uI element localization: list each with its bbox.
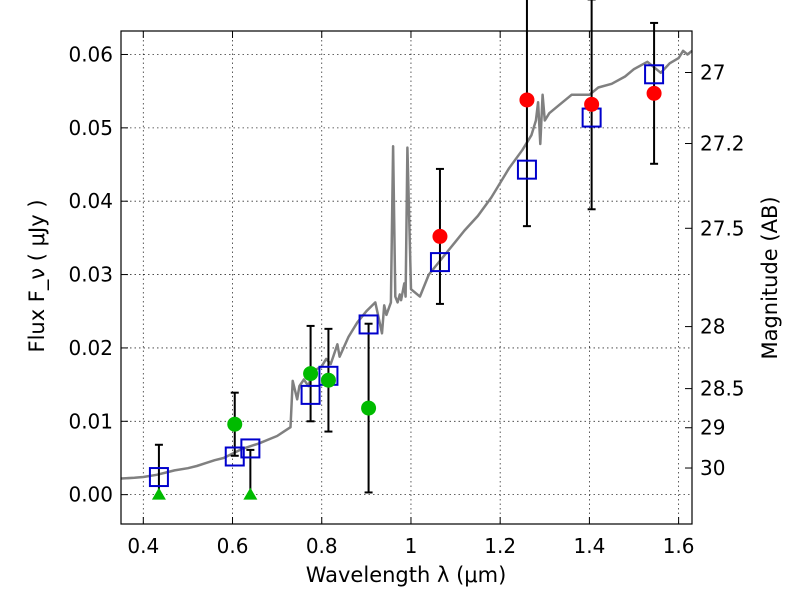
x-tick-label: 0.4: [127, 534, 159, 558]
measured-circle-marker: [227, 416, 243, 432]
measured-circle-marker: [584, 96, 600, 112]
x-tick-label: 1.6: [663, 534, 695, 558]
spectrum-line: [120, 49, 693, 480]
y-tick-label: 0.02: [68, 336, 113, 360]
x-tick-label: 1.2: [484, 534, 516, 558]
y-tick-label: 0.04: [68, 189, 113, 213]
measured-circle-marker: [361, 400, 377, 416]
x-tick-label: 0.6: [217, 534, 249, 558]
model-square-marker: [644, 64, 665, 85]
right-tick-label: 29: [700, 416, 725, 440]
x-tick-label: 0.8: [306, 534, 338, 558]
y-tick-label: 0.05: [68, 116, 113, 140]
measured-circle-marker: [432, 228, 448, 244]
model-square-marker: [358, 314, 379, 335]
plot-frame: [120, 30, 693, 525]
grid: [121, 31, 692, 524]
right-tick-label: 27.5: [700, 216, 745, 240]
marker-layer: [148, 64, 665, 500]
measured-circle-marker: [320, 372, 336, 388]
right-tick-label: 27: [700, 60, 725, 84]
right-tick-label: 28.5: [700, 377, 745, 401]
model-square-marker: [300, 384, 321, 405]
model-square-marker: [429, 252, 450, 273]
x-axis-label: Wavelength λ (μm): [306, 563, 507, 587]
spectrum-layer: [120, 49, 693, 480]
x-tick-label: 1.4: [573, 534, 605, 558]
y-tick-label: 0.06: [68, 42, 113, 66]
ticks: [121, 31, 692, 524]
measured-circle-marker: [519, 92, 535, 108]
errorbar-layer: [154, 0, 659, 495]
tick-labels: 0.4 0.6 0.8 1 1.2 1.4 1.6 0.00 0.01 0.02 0.03 0.04 0…: [68, 42, 744, 558]
triangle-marker: [243, 487, 258, 500]
y-tick-label: 0.01: [68, 409, 113, 433]
model-square-marker: [240, 438, 261, 459]
triangle-marker: [151, 487, 166, 500]
right-axis-label: Magnitude (AB): [758, 196, 782, 359]
model-square-marker: [148, 467, 169, 488]
y-tick-label: 0.03: [68, 263, 113, 287]
measured-circle-marker: [303, 366, 319, 382]
right-tick-label: 27.2: [700, 132, 745, 156]
x-tick-label: 1: [405, 534, 418, 558]
right-tick-label: 30: [700, 456, 725, 480]
y-axis-label: Flux F_ν ( μJy ): [25, 199, 50, 352]
model-square-marker: [516, 159, 537, 180]
right-tick-label: 28: [700, 315, 725, 339]
y-tick-label: 0.00: [68, 483, 113, 507]
measured-circle-marker: [646, 85, 662, 101]
